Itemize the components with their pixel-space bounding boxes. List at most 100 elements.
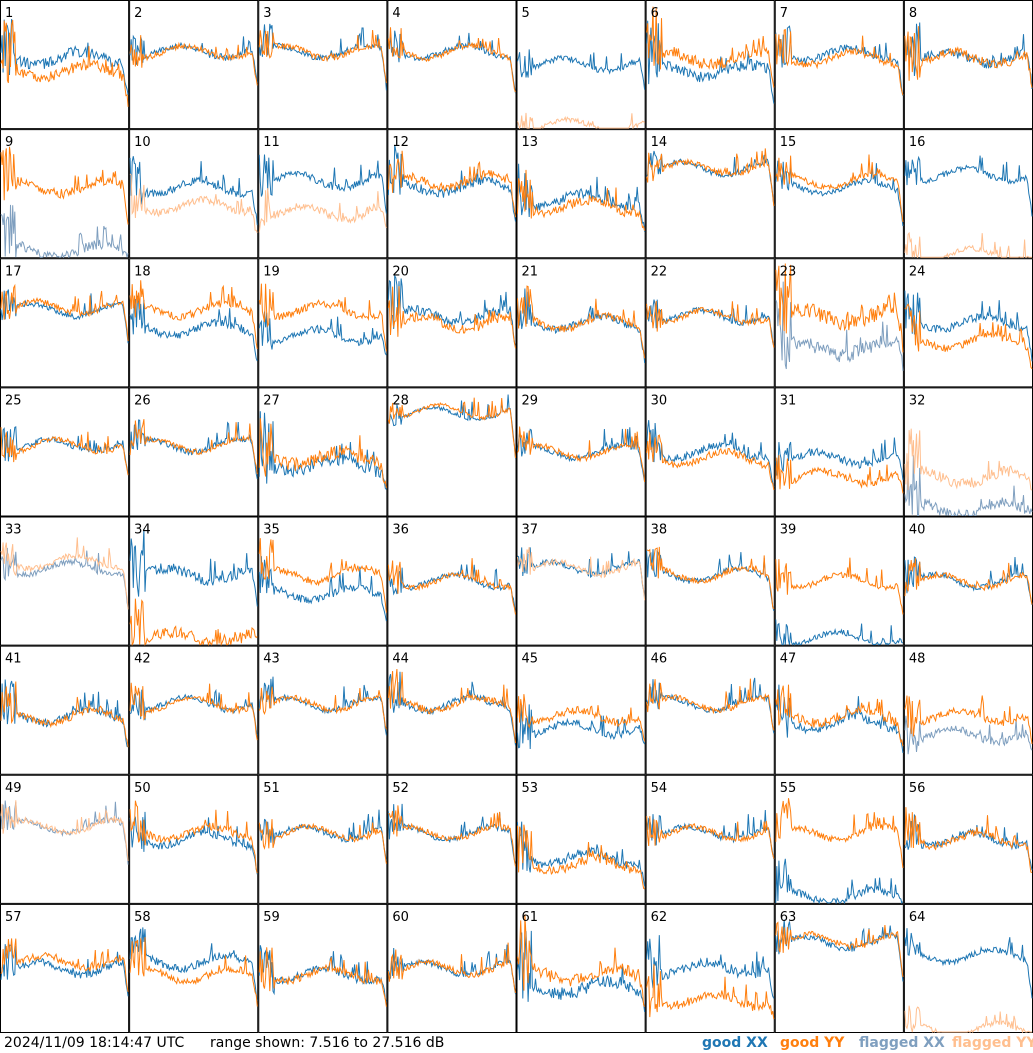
range-shown: range shown: 7.516 to 27.516 dB [210, 1035, 445, 1051]
tile-frame [258, 129, 388, 259]
tile-16: 16 [903, 129, 1033, 259]
tile-frame [516, 645, 646, 775]
tile-31: 31 [774, 387, 904, 517]
legend-flagged-yy: flagged YY [952, 1035, 1033, 1051]
series-xx [258, 23, 387, 91]
tile-frame [0, 774, 130, 904]
series-xx [775, 437, 904, 480]
tile-frame [387, 129, 517, 259]
tile-frame [903, 0, 1033, 130]
footer: 2024/11/09 18:14:47 UTC range shown: 7.5… [0, 1033, 1033, 1053]
tile-36: 36 [387, 516, 517, 646]
series-yy [387, 27, 516, 93]
tile-frame [258, 387, 388, 517]
tile-40: 40 [903, 516, 1033, 646]
tile-number: 28 [392, 393, 409, 408]
tile-number: 47 [780, 652, 797, 667]
series-yy [517, 547, 646, 601]
tile-number: 25 [5, 393, 22, 408]
tile-number: 56 [909, 781, 926, 796]
tile-number: 14 [651, 135, 668, 150]
series-xx [0, 289, 129, 344]
series-yy [775, 798, 904, 868]
series-yy [0, 19, 129, 107]
tile-number: 4 [392, 6, 400, 21]
tile-number: 53 [522, 781, 539, 796]
series-yy [129, 682, 258, 741]
tile-frame [129, 0, 259, 130]
series-yy [258, 188, 387, 233]
tile-35: 35 [258, 516, 388, 646]
series-yy [646, 815, 775, 859]
series-xx [129, 295, 258, 362]
tile-number: 12 [392, 135, 409, 150]
tile-12: 12 [387, 129, 517, 259]
series-xx [646, 20, 775, 104]
tile-number: 50 [134, 781, 151, 796]
series-xx [0, 944, 129, 997]
tile-number: 1 [5, 6, 13, 21]
series-xx [129, 811, 258, 875]
tile-54: 54 [645, 774, 775, 904]
tile-number: 44 [392, 652, 409, 667]
tile-46: 46 [645, 645, 775, 775]
tile-number: 13 [522, 135, 539, 150]
series-yy [775, 921, 904, 978]
tile-frame [129, 258, 259, 388]
series-yy [0, 537, 129, 610]
series-yy [517, 426, 646, 483]
tile-number: 30 [651, 393, 668, 408]
series-yy [646, 546, 775, 610]
tile-frame [645, 129, 775, 259]
tile-number: 63 [780, 910, 797, 925]
series-yy [0, 938, 129, 992]
tile-38: 38 [645, 516, 775, 646]
tile-frame [516, 129, 646, 259]
tile-frame [0, 0, 130, 130]
tile-number: 39 [780, 523, 797, 538]
tile-number: 41 [5, 652, 22, 667]
tile-26: 26 [129, 387, 259, 517]
series-yy [517, 824, 645, 890]
series-xx [517, 163, 646, 232]
tile-61: 61 [516, 903, 646, 1033]
series-yy [129, 280, 258, 350]
tile-number: 38 [651, 523, 668, 538]
tile-63: 63 [774, 903, 904, 1033]
tile-number: 45 [522, 652, 539, 667]
series-yy [646, 964, 775, 1020]
series-yy [129, 937, 258, 1007]
series-yy [646, 432, 775, 490]
tile-43: 43 [258, 645, 388, 775]
series-yy [517, 914, 646, 1007]
series-yy [258, 418, 387, 488]
tile-number: 34 [134, 523, 151, 538]
series-xx [387, 30, 516, 94]
series-xx [0, 204, 129, 259]
tile-7: 7 [774, 0, 904, 130]
tile-2: 2 [129, 0, 259, 130]
series-xx [646, 420, 775, 488]
tile-number: 29 [522, 393, 539, 408]
series-xx [904, 715, 1033, 755]
series-xx [904, 155, 1033, 217]
tile-number: 57 [5, 910, 22, 925]
series-yy [517, 169, 646, 231]
tile-number: 43 [263, 652, 280, 667]
tile-frame [903, 645, 1033, 775]
series-yy [387, 942, 516, 994]
tile-20: 20 [387, 258, 517, 388]
series-yy [129, 800, 258, 874]
series-xx [0, 800, 129, 865]
tile-frame [903, 774, 1033, 904]
series-yy [904, 558, 1033, 605]
series-xx [775, 160, 904, 227]
tile-number: 61 [522, 910, 539, 925]
tile-number: 33 [5, 523, 22, 538]
tile-frame [903, 903, 1033, 1033]
tile-11: 11 [258, 129, 388, 259]
tile-60: 60 [387, 903, 517, 1033]
series-xx [387, 144, 516, 222]
tile-50: 50 [129, 774, 259, 904]
tile-47: 47 [774, 645, 904, 775]
